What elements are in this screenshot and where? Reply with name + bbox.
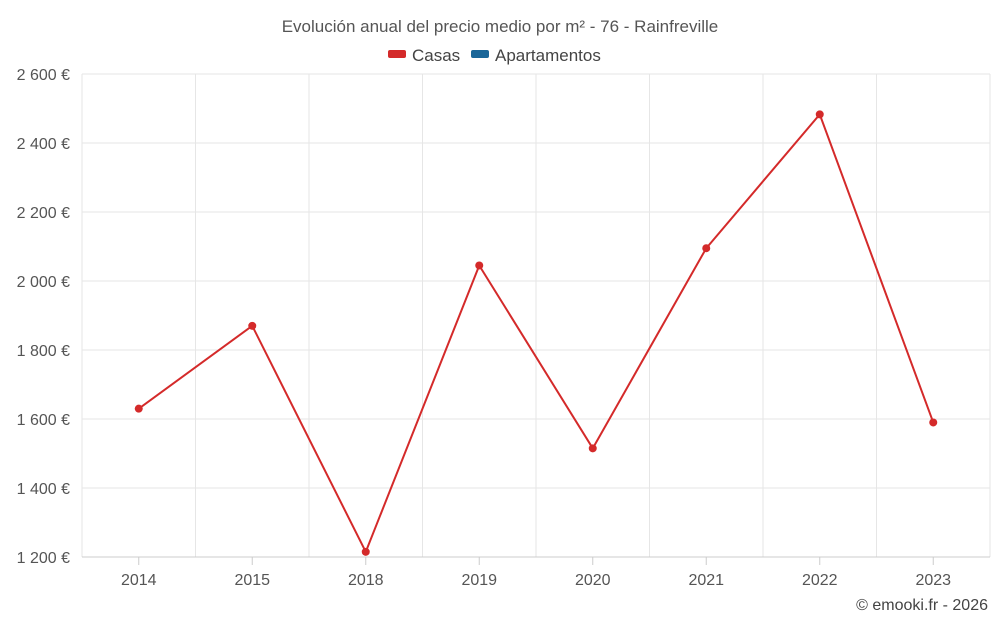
y-tick-label: 1 800 € [17,343,70,360]
x-tick-label: 2015 [234,572,270,589]
legend-label-apartamentos: Apartamentos [495,46,601,65]
credit-text: © emooki.fr - 2026 [856,597,988,614]
x-gridlines [81,74,991,557]
series-line-casas [138,113,935,553]
x-tick-label: 2021 [688,572,724,589]
data-point-2019[interactable] [475,261,484,270]
x-tick-label: 2014 [121,572,157,589]
x-tick-label: 2020 [575,572,611,589]
legend-label-casas: Casas [412,46,460,65]
chart-title: Evolución anual del precio medio por m² … [282,17,719,36]
legend-item-casas[interactable]: Casas [388,46,460,65]
series-casas [134,110,938,556]
data-point-2021[interactable] [702,244,711,253]
y-tick-label: 1 600 € [17,412,70,429]
y-tick-label: 1 200 € [17,550,70,567]
data-point-2015[interactable] [248,321,257,330]
y-tick-label: 2 200 € [17,205,70,222]
data-point-2020[interactable] [588,444,597,453]
x-tick-label: 2022 [802,572,838,589]
y-tick-label: 2 600 € [17,67,70,84]
legend-swatch-apartamentos [471,50,489,58]
data-point-2018[interactable] [361,547,370,556]
y-tick-label: 2 000 € [17,274,70,291]
data-point-2023[interactable] [929,418,938,427]
data-point-2014[interactable] [134,404,143,413]
legend: Casas Apartamentos [388,46,601,65]
legend-swatch-casas [388,50,406,58]
x-tick-label: 2018 [348,572,384,589]
legend-item-apartamentos[interactable]: Apartamentos [471,46,601,65]
x-axis: 2014 2015 2018 2019 2020 2021 2022 2023 [121,557,951,589]
y-axis: 1 200 € 1 400 € 1 600 € 1 800 € 2 000 € 2 200… [17,67,70,567]
data-point-2022[interactable] [815,110,824,119]
x-tick-label: 2019 [461,572,497,589]
y-tick-label: 1 400 € [17,481,70,498]
y-tick-label: 2 400 € [17,136,70,153]
x-tick-label: 2023 [915,572,951,589]
